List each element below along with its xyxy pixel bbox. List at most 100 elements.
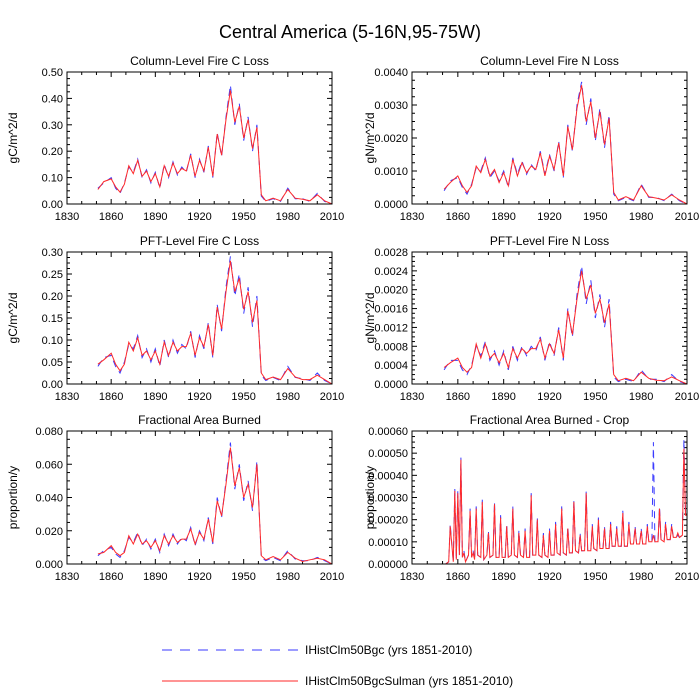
x-tick-label: 1830: [400, 391, 424, 403]
y-tick-label: 0.0000: [374, 199, 408, 211]
x-tick-label: 2010: [675, 571, 699, 583]
series-line-sulman: [97, 260, 333, 385]
panel-1: Column-Level Fire C Loss gC/m^2/d 1830 1860…: [6, 54, 344, 223]
y-tick-label: 0.0010: [374, 166, 408, 178]
x-tick-label: 1980: [276, 571, 300, 583]
panel-2: Column-Level Fire N Loss gN/m^2/d 1830 1860…: [363, 54, 699, 223]
panel-5: Fractional Area Burned proportion/y 1830 18…: [6, 413, 344, 583]
y-tick-label: 0.10: [42, 335, 63, 347]
plot-frame: [411, 430, 688, 565]
x-tick-label: 1920: [537, 391, 561, 403]
y-tick-label: 0.20: [42, 146, 63, 158]
y-tick-label: 0.15: [42, 313, 63, 325]
y-tick-label: 0.00020: [368, 515, 408, 527]
y-tick-label: 0.0040: [374, 67, 408, 79]
y-axis-label: gN/m^2/d: [363, 113, 377, 164]
y-tick-label: 0.0000: [374, 379, 408, 391]
x-tick-label: 1920: [537, 571, 561, 583]
x-tick-label: 1860: [99, 571, 123, 583]
y-axis-label: gC/m^2/d: [6, 113, 20, 164]
x-tick-label: 1950: [231, 571, 255, 583]
y-axis-label: gN/m^2/d: [363, 293, 377, 344]
legend: IHistClm50Bgc (yrs 1851-2010) IHistClm50…: [162, 643, 513, 688]
legend-label-sulman: IHistClm50BgcSulman (yrs 1851-2010): [305, 674, 513, 688]
y-tick-label: 0.0030: [374, 100, 408, 112]
panel-6: Fractional Area Burned - Crop proportion/…: [363, 413, 699, 583]
x-tick-label: 1830: [55, 571, 79, 583]
y-tick-label: 0.0012: [374, 322, 408, 334]
y-tick-label: 0.10: [42, 173, 63, 185]
x-tick-label: 1920: [187, 571, 211, 583]
y-tick-label: 0.00040: [368, 470, 408, 482]
y-tick-label: 0.0028: [374, 247, 408, 259]
y-tick-label: 0.50: [42, 67, 63, 79]
y-tick-label: 0.05: [42, 357, 63, 369]
x-tick-label: 1920: [537, 211, 561, 223]
x-tick-label: 2010: [320, 391, 344, 403]
y-tick-label: 0.00030: [368, 493, 408, 505]
panel-title: Column-Level Fire N Loss: [480, 54, 619, 68]
y-tick-label: 0.20: [42, 291, 63, 303]
series-line-bgc: [442, 439, 687, 565]
y-axis-label: proportion/y: [363, 466, 377, 529]
series-line-bgc: [97, 442, 333, 565]
y-tick-label: 0.00060: [368, 426, 408, 438]
y-axis-label: gC/m^2/d: [6, 293, 20, 344]
x-tick-label: 1980: [629, 391, 653, 403]
x-tick-label: 1890: [143, 571, 167, 583]
y-tick-label: 0.00000: [368, 559, 408, 571]
series-line-bgc: [443, 266, 688, 385]
y-tick-label: 0.0004: [374, 360, 408, 372]
x-tick-label: 1890: [143, 211, 167, 223]
plot-frame: [66, 430, 333, 565]
y-tick-label: 0.020: [35, 526, 63, 538]
panel-title: Fractional Area Burned: [138, 413, 261, 427]
x-tick-label: 1890: [491, 211, 515, 223]
x-tick-label: 1860: [99, 391, 123, 403]
x-tick-label: 1980: [629, 571, 653, 583]
x-tick-label: 1890: [143, 391, 167, 403]
series-line-sulman: [97, 90, 333, 205]
y-tick-label: 0.040: [35, 493, 63, 505]
y-tick-label: 0.25: [42, 269, 63, 281]
y-tick-label: 0.00050: [368, 448, 408, 460]
panels: Column-Level Fire C Loss gC/m^2/d 1830 1860…: [6, 54, 699, 583]
legend-label-bgc: IHistClm50Bgc (yrs 1851-2010): [305, 643, 472, 657]
x-tick-label: 1980: [629, 211, 653, 223]
series-line-sulman: [442, 448, 687, 565]
y-tick-label: 0.0020: [374, 285, 408, 297]
y-tick-label: 0.0016: [374, 304, 408, 316]
x-tick-label: 1830: [400, 211, 424, 223]
series-line-bgc: [97, 85, 333, 205]
x-tick-label: 1920: [187, 391, 211, 403]
series-line-sulman: [97, 447, 333, 565]
y-tick-label: 0.060: [35, 459, 63, 471]
x-tick-label: 2010: [320, 211, 344, 223]
series-line-bgc: [97, 256, 333, 385]
x-tick-label: 1860: [446, 571, 470, 583]
y-axis-label: proportion/y: [6, 466, 20, 529]
x-tick-label: 1860: [446, 211, 470, 223]
series-line-sulman: [443, 270, 688, 385]
y-tick-label: 0.00: [42, 379, 63, 391]
y-tick-label: 0.000: [35, 559, 63, 571]
panel-title: PFT-Level Fire N Loss: [490, 234, 609, 248]
x-tick-label: 1860: [99, 211, 123, 223]
y-tick-label: 0.40: [42, 93, 63, 105]
x-tick-label: 1950: [231, 211, 255, 223]
x-tick-label: 1980: [276, 391, 300, 403]
x-tick-label: 1890: [491, 391, 515, 403]
x-tick-label: 1950: [583, 571, 607, 583]
panel-3: PFT-Level Fire C Loss gC/m^2/d 1830 1860 189…: [6, 234, 344, 403]
x-tick-label: 1860: [446, 391, 470, 403]
plot-frame: [66, 251, 333, 385]
panel-title: Fractional Area Burned - Crop: [470, 413, 630, 427]
series-line-sulman: [443, 85, 688, 205]
x-tick-label: 1950: [583, 391, 607, 403]
x-tick-label: 1890: [491, 571, 515, 583]
x-tick-label: 2010: [675, 391, 699, 403]
x-tick-label: 1950: [231, 391, 255, 403]
y-tick-label: 0.00: [42, 199, 63, 211]
